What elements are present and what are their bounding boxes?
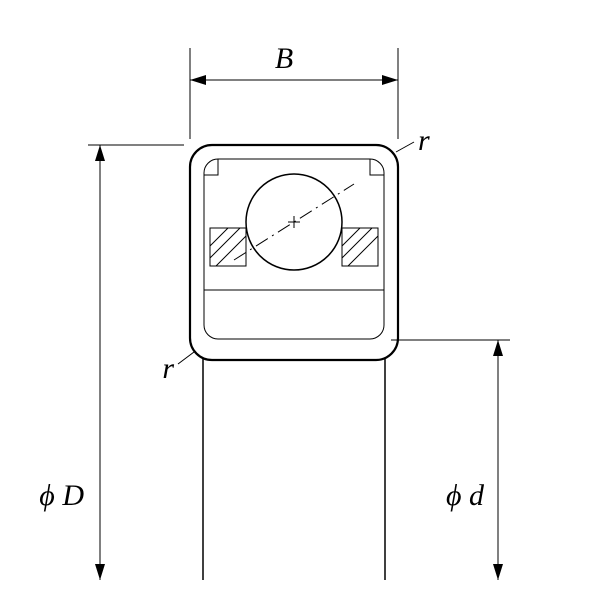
- dimension-d: ϕ d: [391, 340, 510, 580]
- arrowhead-d-top: [493, 340, 503, 356]
- outer-ring: [190, 145, 398, 360]
- arrowhead-right: [382, 75, 398, 85]
- label-D: ϕ D: [39, 479, 84, 512]
- cage-left: [210, 228, 246, 266]
- arrowhead-d-bot: [493, 564, 503, 580]
- arrowhead-D-bot: [95, 564, 105, 580]
- inner-pocket: [204, 159, 384, 339]
- label-r-top: r: [418, 124, 430, 157]
- label-B: B: [275, 42, 293, 75]
- dimension-B: B: [190, 42, 398, 139]
- bearing-diagram: B ϕ D ϕ d r r: [0, 0, 600, 600]
- label-d: ϕ d: [446, 479, 485, 512]
- fillet-labels: r r: [162, 124, 430, 385]
- bearing-section: [190, 145, 398, 580]
- label-r-bottom: r: [162, 352, 174, 385]
- cage-right: [342, 228, 378, 266]
- arrowhead-D-top: [95, 145, 105, 161]
- arrowhead-left: [190, 75, 206, 85]
